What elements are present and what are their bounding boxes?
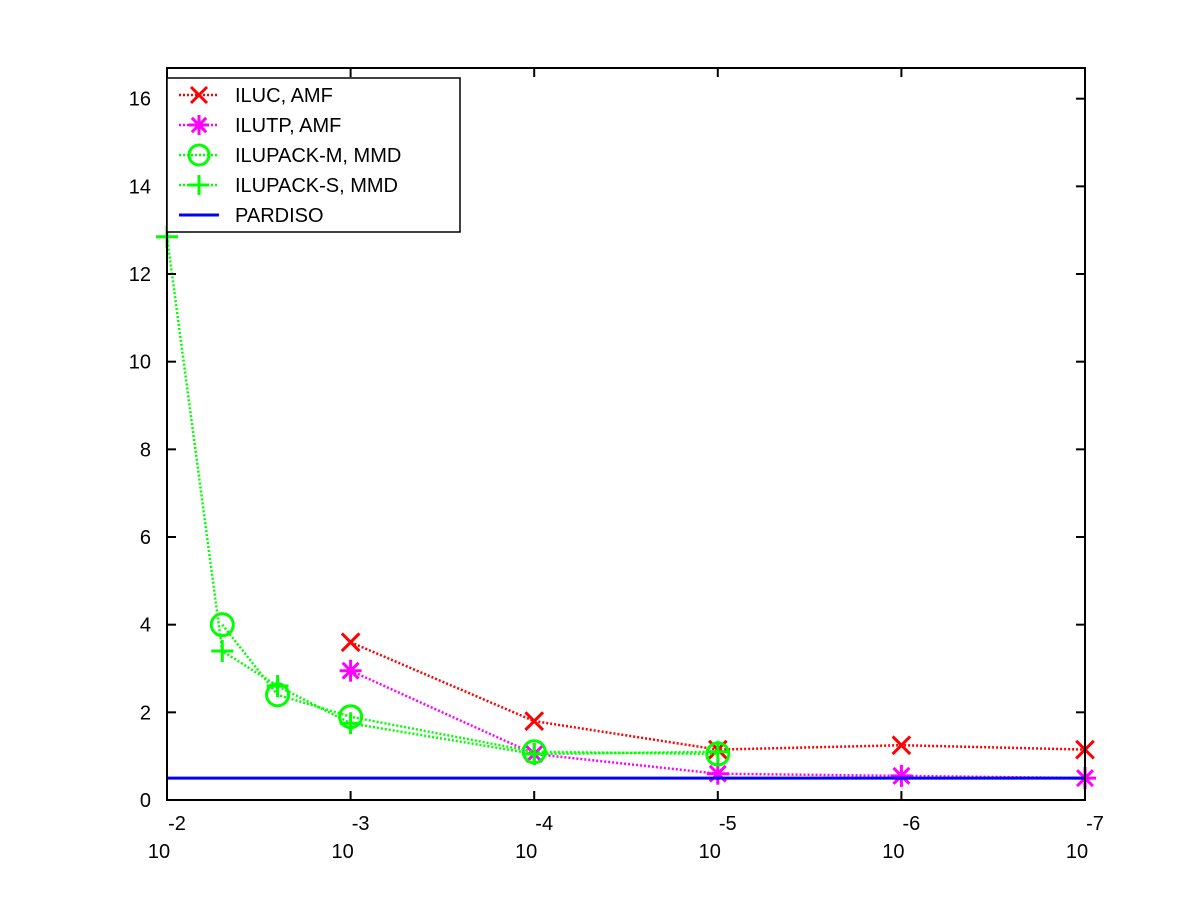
y-tick-label: 2 <box>140 702 151 724</box>
series-3 <box>156 225 729 765</box>
data-point <box>706 740 729 763</box>
x-tick-label-base: 10 <box>699 841 721 863</box>
legend-label: ILUC, AMF <box>235 85 333 107</box>
x-tick-label-base: 10 <box>882 841 904 863</box>
data-point <box>187 143 211 167</box>
axes-layer: 0 2 4 6 8 10 12 14 16 10 -2 10 -3 10 -4 10 -5 10 -6 10 -7 <box>129 67 1104 863</box>
y-tick-label: 10 <box>129 352 151 374</box>
y-tick-label: 8 <box>140 439 151 461</box>
x-tick-label-base: 10 <box>515 841 537 863</box>
x-tick-label-base: 10 <box>148 841 170 863</box>
axes-frame <box>166 67 1086 801</box>
data-point <box>189 175 209 195</box>
y-tick-label: 16 <box>129 89 151 111</box>
legend-item: ILUPACK-M, MMD <box>179 143 401 167</box>
legend-item: PARDISO <box>179 205 324 227</box>
legend-label: ILUPACK-S, MMD <box>235 175 398 197</box>
x-tick-label-exponent: -4 <box>535 813 553 835</box>
y-tick-label: 12 <box>129 264 151 286</box>
legend-label: PARDISO <box>235 205 324 227</box>
data-point <box>339 659 362 682</box>
legend-label: ILUTP, AMF <box>235 115 341 137</box>
legend-item: ILUPACK-S, MMD <box>179 175 398 197</box>
plot-layer <box>156 225 1096 790</box>
legend-item: ILUC, AMF <box>179 85 333 107</box>
y-tick-label: 14 <box>129 176 151 198</box>
series-line <box>165 236 718 756</box>
x-tick-label-exponent: -2 <box>168 813 186 835</box>
data-point <box>339 712 362 735</box>
data-point <box>891 735 912 756</box>
data-point <box>189 85 209 105</box>
legend-item: ILUTP, AMF <box>179 115 341 137</box>
legend-label: ILUPACK-M, MMD <box>235 145 401 167</box>
data-point <box>211 639 234 662</box>
legend: ILUC, AMF ILUTP, AMF ILUPACK-M, MMD ILUPACK… <box>166 77 461 233</box>
x-tick-label-base: 10 <box>1066 841 1088 863</box>
x-tick-label-base: 10 <box>331 841 353 863</box>
x-tick-label-exponent: -6 <box>903 813 921 835</box>
data-point <box>340 632 361 653</box>
data-point <box>209 612 235 638</box>
data-point <box>524 711 545 731</box>
y-tick-label: 0 <box>140 790 151 812</box>
x-tick-label-exponent: -5 <box>719 813 737 835</box>
x-tick-label-exponent: -3 <box>352 813 370 835</box>
y-tick-label: 6 <box>140 527 151 549</box>
data-point <box>266 675 289 698</box>
data-point <box>890 764 913 787</box>
data-point <box>189 115 209 135</box>
y-tick-label: 4 <box>140 615 151 637</box>
data-point <box>523 742 546 765</box>
x-tick-label-exponent: -7 <box>1086 813 1104 835</box>
